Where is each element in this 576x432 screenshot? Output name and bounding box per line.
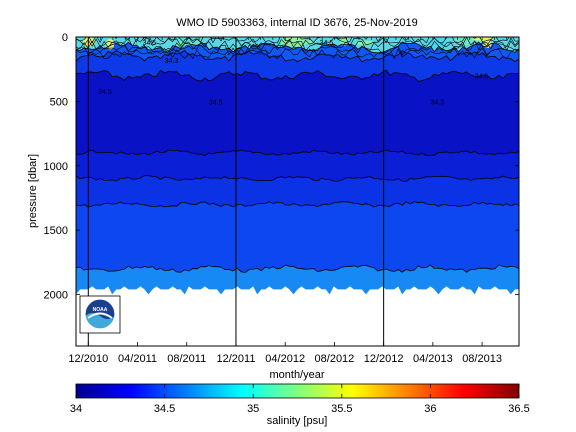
contour-line [76, 37, 519, 48]
contour-label: 34.5 [320, 40, 334, 47]
contour-line [76, 175, 519, 182]
x-tick-label: 04/2011 [118, 353, 157, 365]
x-axis-label: month/year [269, 369, 324, 381]
x-tick-label: 04/2013 [413, 353, 453, 365]
y-axis: 0 500 1000 1500 2000 [44, 32, 519, 302]
colorbar-tick-label: 35.5 [331, 403, 352, 415]
x-tick-label: 08/2013 [462, 353, 502, 365]
contour-line [76, 149, 519, 157]
chart-title: WMO ID 5903363, internal ID 3676, 25-Nov… [176, 17, 418, 29]
colorbar-tick-label: 36 [424, 403, 436, 415]
x-tick-label: 12/2011 [216, 353, 255, 365]
contour-line [76, 48, 519, 60]
salinity-layer [76, 50, 519, 82]
x-tick-label: 12/2010 [68, 353, 108, 365]
contour-label: 34.6 [475, 74, 489, 81]
colorbar-tick-label: 34.5 [154, 403, 175, 415]
salinity-layer [76, 150, 519, 182]
salinity-field [76, 37, 519, 295]
y-axis-label: pressure [dbar] [27, 154, 39, 228]
vertical-marker-group [87, 37, 385, 346]
surface-patch [356, 40, 374, 46]
salinity-layer [76, 264, 519, 295]
y-tick-label: 500 [50, 96, 68, 108]
colorbar [76, 384, 519, 398]
salinity-layer [76, 70, 519, 156]
contour-line [76, 40, 519, 52]
contour-line [76, 201, 519, 208]
contour-label: 34.5 [142, 40, 156, 47]
contour-label: 34.5 [209, 99, 223, 106]
y-tick-label: 0 [62, 32, 68, 44]
noaa-logo-icon: NOAA [79, 295, 121, 334]
y-tick-label: 1000 [44, 161, 68, 173]
colorbar-frame [75, 383, 520, 399]
colorbar-tick-label: 35 [247, 403, 259, 415]
contour-line [76, 69, 519, 82]
surface-patch [454, 37, 478, 45]
x-tick-label: 04/2012 [265, 353, 305, 365]
colorbar-ticks: 34 34.5 35 35.5 36 36.5 [70, 384, 530, 415]
surface-patch [175, 41, 187, 48]
contour-label-group: 34.5 34.5 34.3 34.3 34.5 34.6 34.5 [98, 40, 488, 106]
contour-label: 34.3 [165, 58, 179, 65]
contour-line [76, 49, 519, 63]
x-tick-label: 12/2012 [364, 353, 404, 365]
contour-lines [76, 37, 519, 274]
contour-line [76, 264, 519, 274]
svg-text:NOAA: NOAA [93, 307, 108, 313]
salinity-layer [76, 201, 519, 273]
salinity-layer [76, 175, 519, 208]
contour-label: 34.3 [430, 99, 444, 106]
x-tick-label: 08/2011 [167, 353, 206, 365]
surface-patch [426, 38, 446, 50]
y-tick-label: 1500 [44, 225, 68, 237]
surface-patch [83, 37, 95, 47]
x-axis: 12/2010 04/2011 08/2011 12/2011 04/2012 08/20… [68, 37, 520, 365]
colorbar-tick-label: 34 [70, 403, 82, 415]
contour-label: 34.5 [98, 89, 112, 96]
x-tick-label: 08/2012 [315, 353, 355, 365]
y-tick-label: 2000 [44, 290, 68, 302]
colorbar-tick-label: 36.5 [508, 403, 529, 415]
colorbar-label: salinity [psu] [267, 415, 328, 427]
